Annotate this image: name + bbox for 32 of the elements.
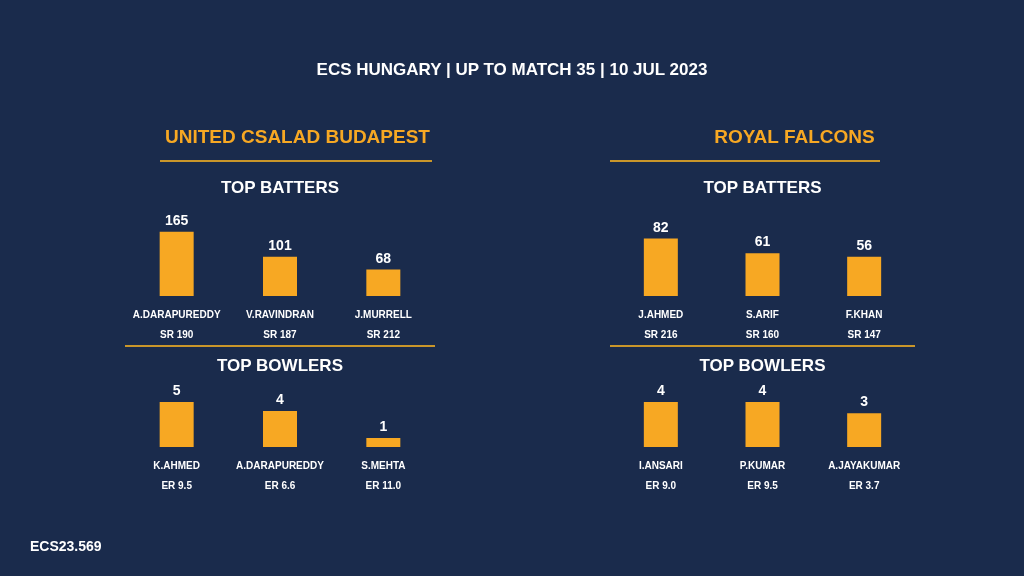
- data-label: 101: [268, 236, 292, 253]
- x-tick-label: J.MURRELL SR 212: [354, 308, 412, 340]
- x-tick-label: I.ANSARI ER 9.0: [638, 459, 683, 491]
- chart-subtitle: TOP BATTERS: [220, 178, 340, 197]
- x-tick-label: A.DARAPUREDDY ER 6.6: [236, 459, 325, 491]
- x-tick-label: J.AHMED SR 216: [638, 308, 684, 340]
- data-label: 56: [856, 236, 873, 253]
- x-tick-label: S.MEHTA ER 11.0: [361, 459, 406, 491]
- data-label: 68: [375, 249, 392, 266]
- x-tick-label: S.ARIF SR 160: [745, 308, 780, 340]
- data-label: 3: [860, 393, 869, 410]
- data-label: 61: [754, 233, 771, 250]
- x-tick-label: V.RAVINDRAN SR 187: [246, 308, 314, 340]
- x-tick-label: F.KHAN SR 147: [845, 308, 883, 340]
- chart-title: TOP BOWLERS: [217, 356, 343, 375]
- data-label: 165: [164, 211, 189, 228]
- data-label: 1: [379, 418, 388, 434]
- data-label: 4: [758, 382, 767, 398]
- data-label: 82: [653, 218, 669, 235]
- x-tick-label: A.DARAPUREDDY SR 190: [132, 308, 221, 340]
- chart-title: TOP BOWLERS: [699, 356, 826, 375]
- data-label: 5: [172, 382, 181, 398]
- x-tick-label: P.KUMAR ER 9.5: [739, 459, 786, 491]
- text: ECS HUNGARY | UP TO MATCH 35 | 10 JUL 2023: [315, 60, 709, 80]
- text: ECS23.569: [30, 538, 102, 554]
- x-tick-label: K.AHMED ER 9.5: [153, 459, 200, 491]
- data-label: 4: [656, 382, 665, 398]
- chart-title: UNITED CSALAD BUDAPEST: [165, 126, 431, 147]
- x-tick-label: A.JAYAKUMAR ER 3.7: [828, 459, 901, 491]
- chart-title: ROYAL FALCONS: [714, 126, 875, 147]
- chart-subtitle: TOP BATTERS: [703, 178, 822, 197]
- data-label: 4: [276, 391, 285, 407]
